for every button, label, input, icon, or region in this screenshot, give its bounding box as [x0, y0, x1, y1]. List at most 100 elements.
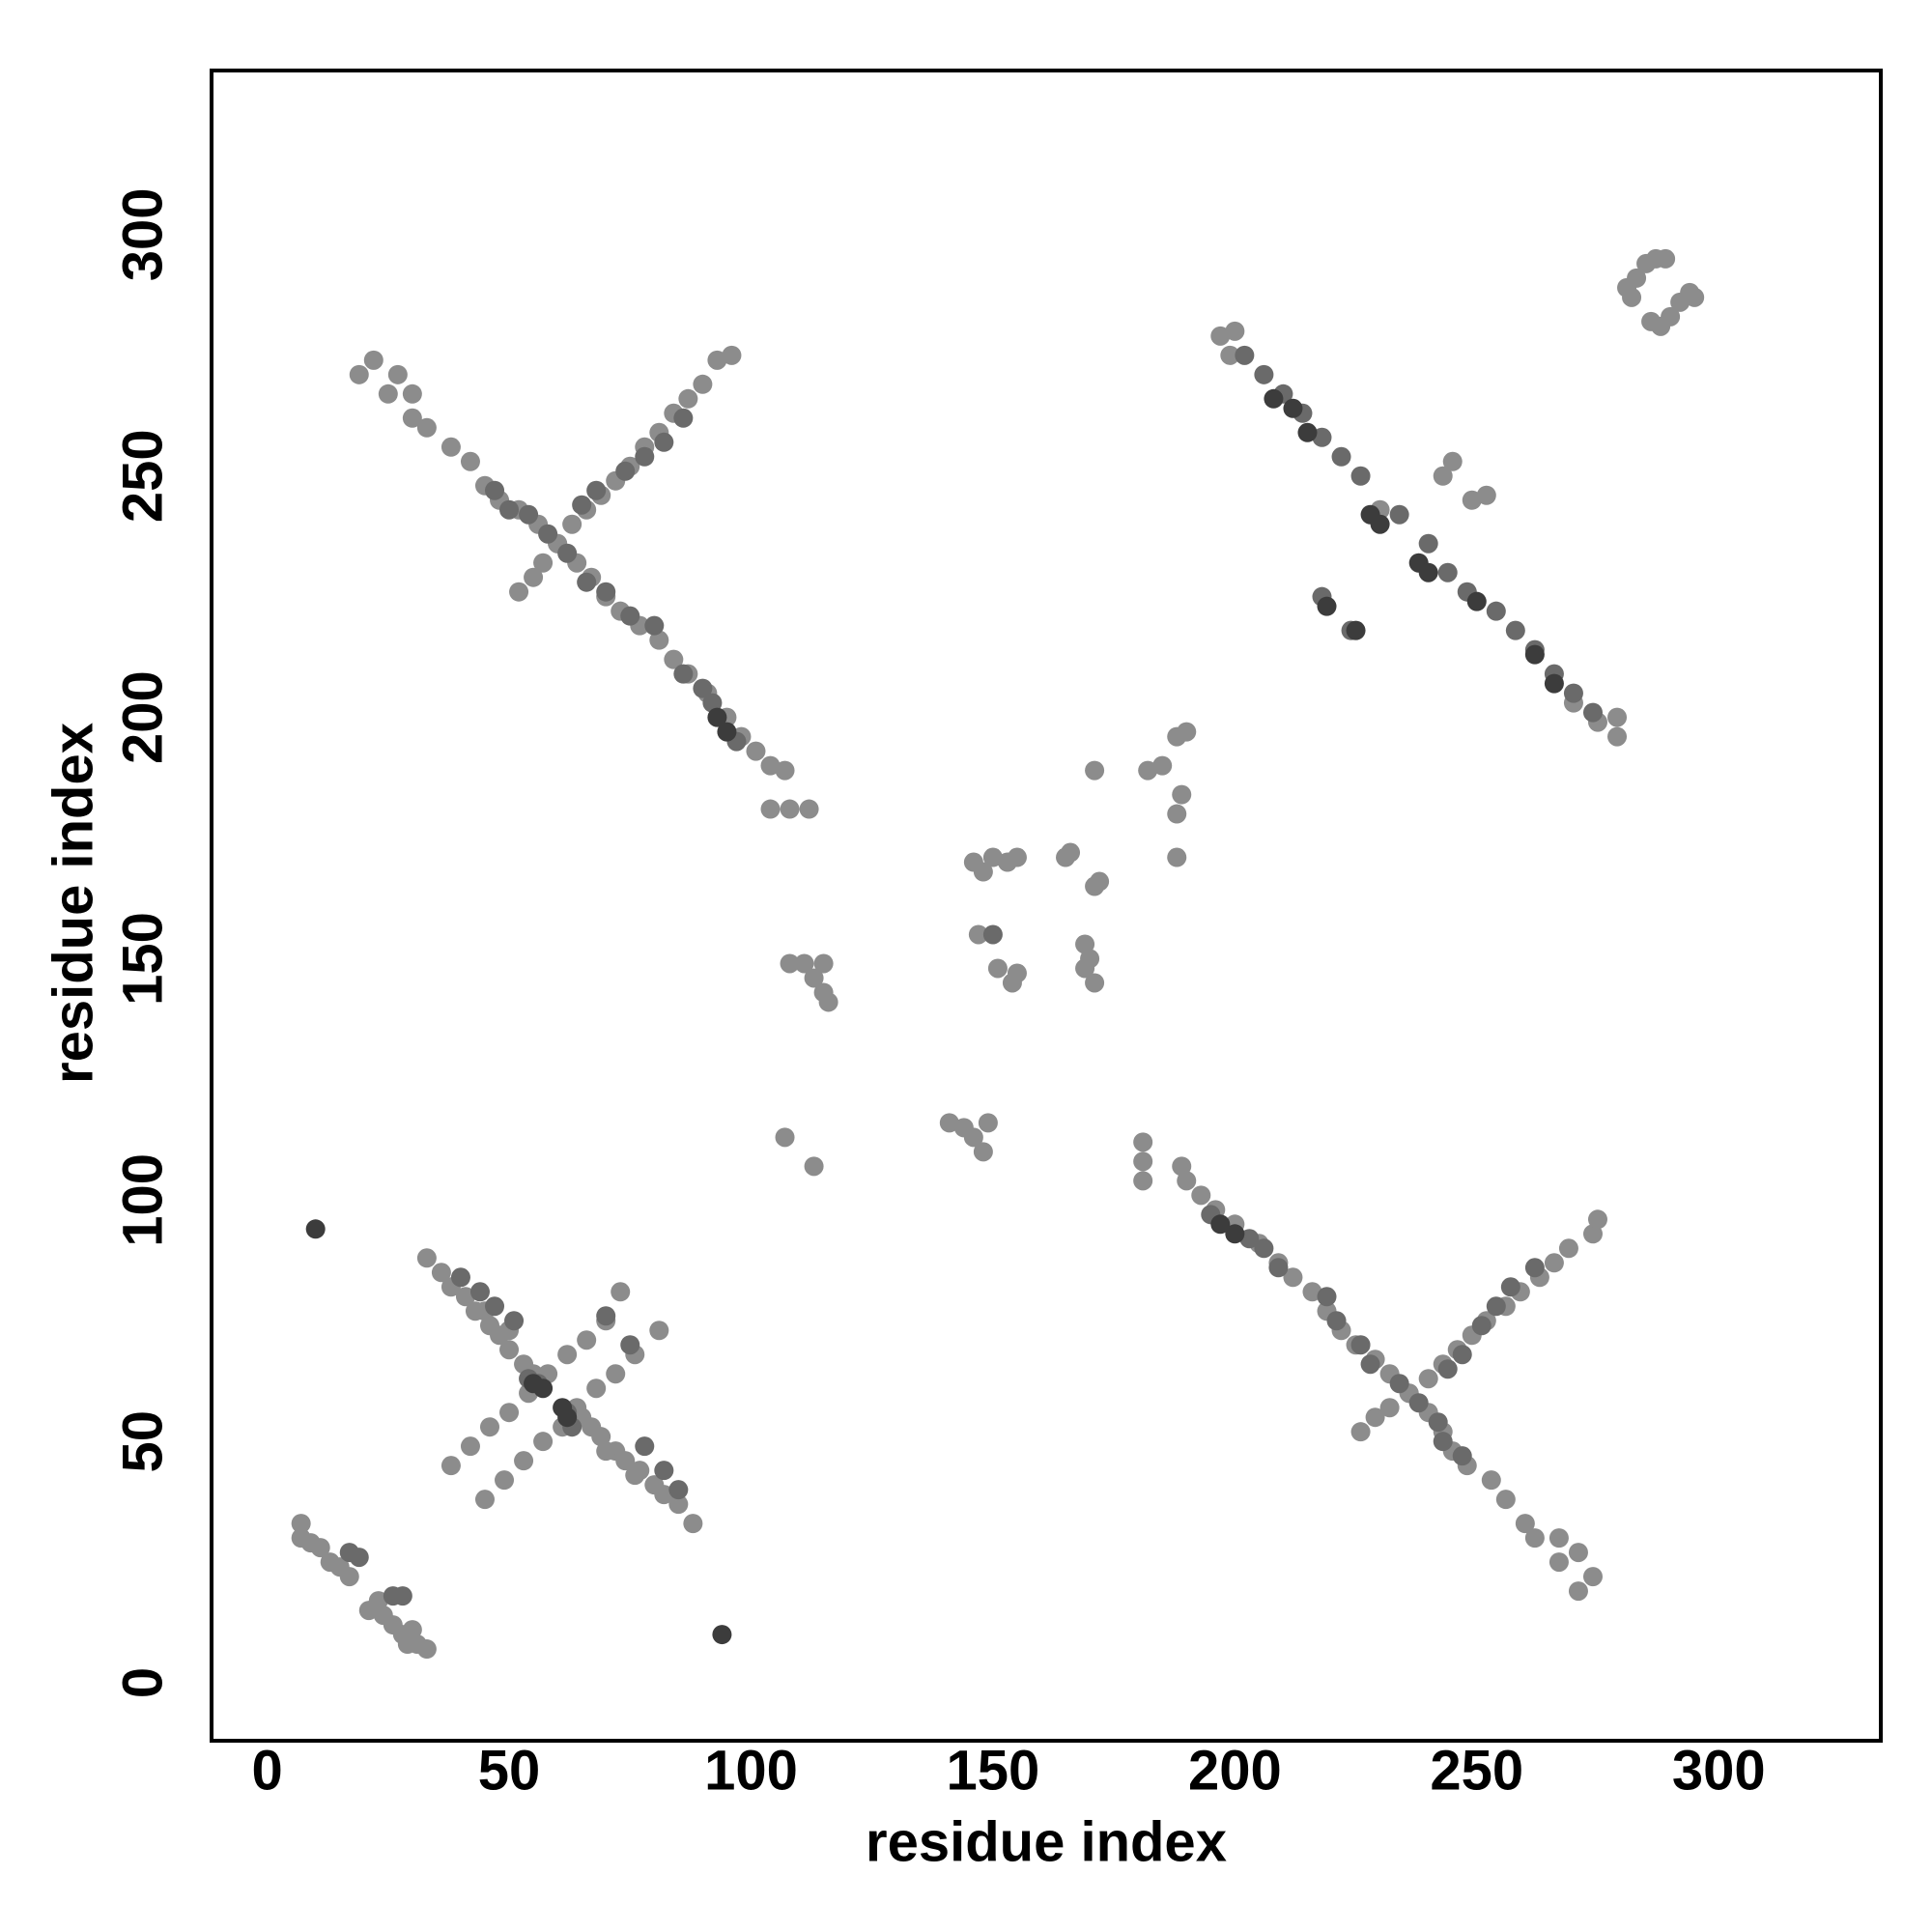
contact-point	[707, 350, 727, 370]
contact-point	[1331, 446, 1351, 467]
contact-point	[1365, 1407, 1385, 1428]
contact-point	[717, 722, 737, 742]
contact-point	[683, 1514, 703, 1534]
contact-point	[1133, 1151, 1153, 1172]
contact-point	[519, 504, 539, 525]
contact-point	[615, 461, 636, 481]
contact-point	[635, 446, 655, 467]
contact-point	[533, 1432, 554, 1452]
contact-point	[349, 364, 369, 384]
contact-point	[1152, 755, 1173, 776]
contact-point	[1370, 514, 1390, 534]
contact-point	[416, 417, 437, 438]
contact-point	[818, 992, 838, 1012]
contact-point	[1090, 871, 1110, 892]
contact-point	[1568, 1543, 1588, 1563]
contact-point	[310, 1538, 330, 1558]
contact-point	[460, 1436, 480, 1457]
contact-point	[635, 1436, 655, 1457]
contact-point	[363, 350, 384, 370]
contact-point	[1582, 1567, 1603, 1587]
contact-point	[1085, 973, 1105, 993]
contact-point	[1442, 451, 1463, 471]
contact-point	[1500, 1277, 1520, 1297]
contact-point	[978, 1113, 998, 1133]
contact-point	[339, 1567, 359, 1587]
contact-point	[572, 495, 592, 515]
contact-point	[1627, 268, 1647, 288]
contact-point	[611, 1282, 631, 1302]
contact-point	[1548, 1528, 1569, 1548]
contact-point	[495, 1470, 515, 1491]
contact-point	[1210, 326, 1231, 346]
contact-point	[1254, 364, 1274, 384]
contact-point	[1360, 1354, 1380, 1375]
x-tick-label: 150	[947, 1739, 1040, 1802]
contact-point	[654, 432, 674, 452]
contact-point	[1558, 1238, 1578, 1259]
contact-point	[973, 1142, 993, 1162]
contact-point	[538, 524, 558, 544]
contact-point	[1466, 591, 1487, 611]
contact-point	[804, 968, 824, 988]
contact-point	[349, 1548, 369, 1568]
contact-point	[1326, 1311, 1347, 1331]
contact-point	[722, 345, 742, 365]
contact-point	[378, 384, 398, 404]
contact-point	[1661, 306, 1681, 327]
contact-point	[620, 606, 640, 626]
contact-point	[760, 755, 781, 776]
contact-point	[1350, 1422, 1371, 1442]
y-tick-label: 300	[111, 188, 174, 282]
contact-point	[1080, 949, 1100, 969]
contact-point	[1302, 1282, 1322, 1302]
contact-point	[673, 408, 694, 428]
contact-point	[577, 572, 597, 592]
contact-point	[1582, 702, 1603, 723]
contact-point	[596, 582, 616, 602]
contact-point	[1239, 1229, 1260, 1249]
contact-point	[416, 1639, 437, 1660]
contact-point	[1428, 1412, 1448, 1433]
contact-point	[586, 480, 607, 500]
contact-point	[455, 1287, 475, 1307]
contact-point	[1437, 1359, 1458, 1379]
contact-point	[1061, 842, 1081, 863]
contact-point	[1524, 1528, 1545, 1548]
contact-point	[1177, 722, 1197, 742]
contact-point	[973, 862, 993, 882]
contact-point	[1418, 562, 1438, 582]
contact-point	[1264, 388, 1284, 409]
contact-point	[1524, 1258, 1545, 1278]
contact-point	[813, 953, 834, 974]
contact-point	[693, 374, 713, 394]
contact-point	[625, 1465, 645, 1486]
contact-point	[1210, 1214, 1231, 1235]
contact-point	[402, 1620, 422, 1640]
contact-point	[431, 1263, 451, 1283]
contact-point	[1544, 673, 1564, 694]
contact-point	[577, 1330, 597, 1350]
contact-point	[1172, 784, 1192, 805]
contact-point	[1486, 601, 1506, 621]
contact-point	[440, 1456, 461, 1476]
contact-point	[1379, 1398, 1400, 1418]
contact-point	[474, 1490, 495, 1510]
contact-point	[1524, 644, 1545, 665]
x-tick-label: 0	[251, 1739, 282, 1802]
contact-point	[982, 847, 1003, 867]
contact-point	[1685, 287, 1705, 307]
contact-point	[620, 1335, 640, 1355]
points	[291, 248, 1705, 1660]
contact-point	[968, 924, 988, 945]
contact-point	[794, 953, 814, 974]
contact-point	[1268, 1258, 1289, 1278]
contact-point	[485, 1296, 505, 1317]
contact-point	[668, 1494, 689, 1515]
contact-point	[524, 567, 544, 587]
contact-point	[1607, 726, 1628, 747]
contact-point	[644, 615, 665, 636]
plot-frame	[210, 69, 1883, 1743]
contact-point	[504, 1311, 525, 1331]
